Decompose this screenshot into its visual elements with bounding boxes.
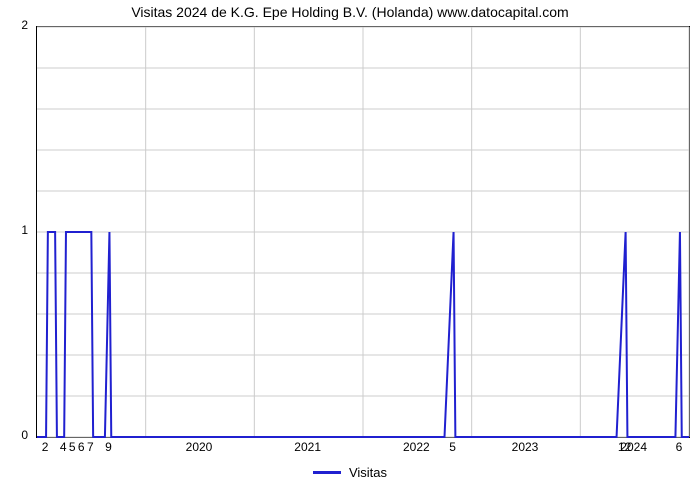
legend-swatch [313,471,341,474]
x-tick-label: 2022 [403,440,430,454]
x-tick-label: 2 [42,440,49,454]
chart-container: { "chart": { "type": "line", "title": "V… [0,0,700,500]
y-tick-label: 0 [0,428,28,442]
x-tick-label: 5 [449,440,456,454]
y-tick-label: 1 [0,223,28,237]
y-tick-label: 2 [0,18,28,32]
x-tick-label: 5 [69,440,76,454]
legend-label: Visitas [349,465,387,480]
x-tick-label: 2020 [186,440,213,454]
x-tick-label: 7 [87,440,94,454]
data-series [37,27,689,437]
chart-title: Visitas 2024 de K.G. Epe Holding B.V. (H… [0,4,700,20]
plot-area [36,26,690,438]
x-tick-label: 6 [78,440,85,454]
x-tick-label: 2024 [620,440,647,454]
legend: Visitas [0,464,700,480]
x-tick-label: 2021 [294,440,321,454]
x-tick-label: 4 [60,440,67,454]
x-tick-label: 9 [105,440,112,454]
x-tick-label: 2023 [512,440,539,454]
x-tick-label: 6 [676,440,683,454]
